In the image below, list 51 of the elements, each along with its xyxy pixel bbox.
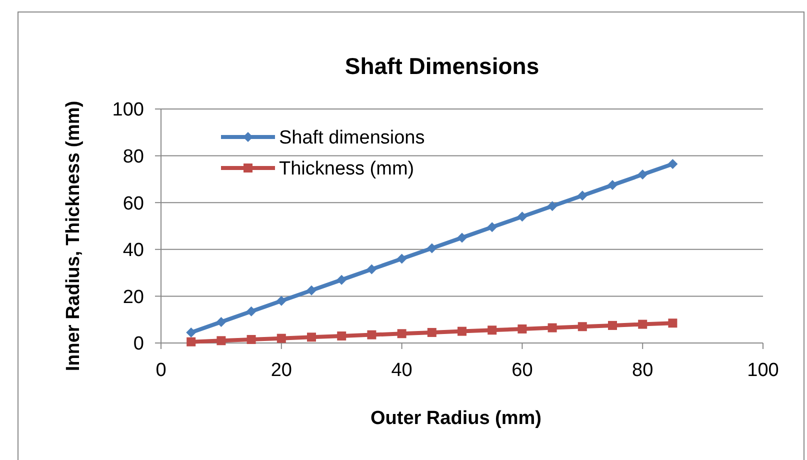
point: [216, 336, 226, 346]
x-tick-label: 100: [747, 360, 779, 381]
point: [337, 331, 346, 340]
point: [336, 274, 347, 285]
chart-title: Shaft Dimensions: [344, 53, 540, 79]
point: [426, 243, 437, 254]
point: [276, 334, 286, 343]
point: [246, 334, 256, 344]
point: [638, 320, 648, 329]
point: [458, 326, 466, 336]
x-tick-label: 60: [512, 360, 533, 381]
point: [517, 212, 528, 222]
point: [577, 190, 588, 201]
legend-label: Thickness (mm): [279, 158, 414, 180]
y-axis-title: Inner Radius, Thickness (mm): [63, 100, 84, 372]
point: [216, 316, 226, 327]
point: [608, 180, 618, 190]
point: [548, 323, 557, 332]
point: [518, 324, 527, 334]
y-tick-label: 100: [112, 100, 144, 121]
point: [306, 285, 316, 296]
point: [487, 222, 498, 232]
point: [186, 337, 196, 346]
point: [396, 254, 407, 264]
point: [307, 332, 316, 342]
point: [578, 322, 587, 332]
x-axis-title: Outer Radius (mm): [370, 408, 542, 429]
point: [488, 326, 497, 335]
point: [668, 318, 678, 328]
point: [427, 328, 436, 337]
point: [457, 232, 467, 243]
y-tick-label: 60: [122, 193, 144, 214]
x-tick-label: 80: [632, 360, 654, 381]
point: [186, 327, 196, 338]
y-tick-label: 80: [122, 146, 144, 168]
y-tick-label: 0: [133, 334, 144, 355]
x-tick-label: 40: [391, 360, 412, 381]
point: [638, 170, 648, 180]
point: [276, 296, 286, 306]
point: [547, 201, 558, 212]
point: [366, 264, 377, 274]
x-tick-label: 20: [270, 360, 292, 381]
y-tick-label: 20: [122, 286, 144, 308]
point: [397, 329, 406, 338]
x-tick-label: 0: [156, 360, 166, 381]
point: [608, 320, 617, 330]
point: [668, 158, 678, 169]
point: [367, 330, 376, 340]
point: [246, 306, 256, 316]
y-tick-label: 40: [122, 240, 144, 262]
legend-label: Shaft dimensions: [279, 128, 425, 149]
